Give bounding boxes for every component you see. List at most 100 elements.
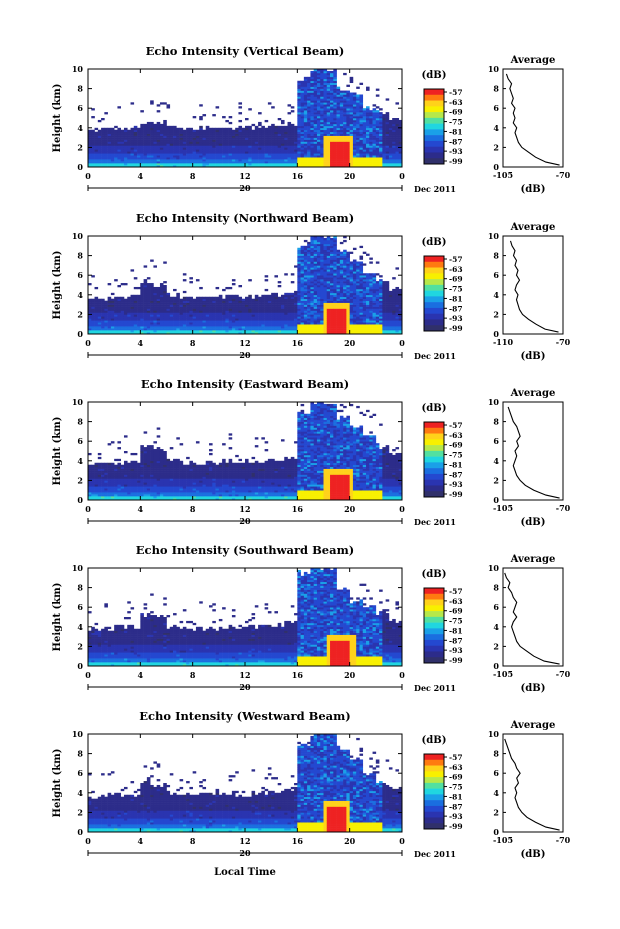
echo-cell [238, 137, 243, 140]
echo-cell [326, 275, 331, 278]
echo-cell [218, 324, 223, 327]
echo-cell [300, 263, 305, 266]
echo-cell [300, 94, 305, 97]
echo-cell [330, 106, 334, 109]
echo-cell [284, 137, 288, 140]
echo-cell [153, 326, 157, 329]
echo-cell [382, 133, 386, 136]
echo-cell [209, 320, 213, 323]
echo-cell [372, 151, 377, 154]
echo-cell [212, 316, 216, 319]
echo-cell [369, 137, 373, 140]
echo-cell [343, 127, 347, 131]
echo-cell [280, 300, 285, 303]
echo-cell [254, 306, 259, 309]
echo-cell [313, 312, 318, 315]
echo-cell [114, 147, 118, 150]
echo-cell [356, 121, 360, 125]
echo-cell [339, 123, 344, 127]
echo-cell [88, 157, 92, 160]
echo-cell [238, 324, 243, 327]
echo-cell [140, 320, 144, 323]
echo-cell [107, 139, 112, 142]
echo-cell [330, 310, 334, 313]
echo-cell [127, 330, 131, 333]
echo-cell [163, 137, 167, 140]
echo-cell [303, 298, 308, 301]
echo-cell [143, 294, 148, 298]
echo-cell [192, 139, 197, 142]
echo-cell [117, 314, 122, 317]
echo-cell [91, 304, 95, 307]
echo-cell [280, 157, 285, 160]
echo-cell [110, 298, 115, 301]
echo-cell [140, 137, 144, 140]
echo-cell [326, 322, 331, 325]
echo-cell [349, 263, 354, 266]
echo-cell [189, 141, 193, 144]
echo-cell [173, 125, 177, 129]
echo-cell [153, 322, 157, 325]
echo-cell [359, 100, 364, 103]
echo-cell [362, 112, 367, 115]
echo-cell [267, 294, 272, 298]
echo-cell [179, 137, 184, 140]
echo-cell [343, 332, 347, 335]
echo-cell [150, 147, 154, 150]
echo-cell [143, 161, 148, 164]
echo-cell [228, 143, 233, 146]
echo-cell [366, 253, 370, 256]
echo-cell [231, 133, 236, 136]
echo-cell [333, 165, 337, 168]
echo-cell [313, 281, 318, 284]
echo-cell [300, 326, 305, 329]
echo-cell [258, 306, 262, 309]
echo-cell [356, 159, 360, 162]
echo-cell [173, 304, 177, 307]
echo-cell [349, 100, 354, 103]
echo-cell [130, 155, 135, 158]
echo-cell [137, 298, 141, 301]
echo-cell [133, 277, 138, 280]
echo-cell [300, 255, 305, 258]
echo-cell [277, 310, 282, 313]
echo-cell [277, 320, 282, 323]
echo-cell [254, 147, 259, 150]
echo-cell [326, 137, 331, 140]
echo-cell [101, 131, 105, 134]
echo-cell [280, 119, 285, 123]
echo-cell [359, 300, 364, 303]
echo-cell [339, 125, 344, 129]
echo-cell [339, 286, 344, 290]
echo-cell [238, 298, 243, 301]
echo-cell [388, 133, 393, 136]
echo-cell [300, 275, 305, 278]
echo-cell [333, 84, 337, 87]
echo-cell [356, 125, 360, 129]
echo-cell [320, 277, 324, 280]
echo-cell [169, 133, 174, 136]
echo-cell [209, 151, 213, 154]
echo-cell [336, 318, 341, 321]
echo-cell [330, 314, 334, 317]
echo-cell [274, 147, 279, 150]
echo-cell [127, 137, 131, 140]
echo-cell [316, 273, 321, 276]
echo-cell [379, 116, 383, 119]
echo-cell [91, 332, 95, 335]
echo-cell [241, 314, 246, 317]
echo-cell [333, 123, 337, 127]
echo-cell [323, 255, 328, 258]
echo-cell [284, 141, 288, 144]
echo-cell [323, 292, 328, 296]
echo-cell [231, 129, 236, 133]
echo-cell [146, 155, 151, 158]
echo-cell [110, 157, 115, 160]
echo-cell [362, 316, 367, 319]
echo-cell [97, 141, 102, 144]
echo-cell [228, 312, 233, 315]
echo-cell [303, 247, 308, 251]
echo-cell [395, 123, 400, 127]
echo-cell [346, 328, 350, 331]
echo-cell [303, 98, 308, 101]
